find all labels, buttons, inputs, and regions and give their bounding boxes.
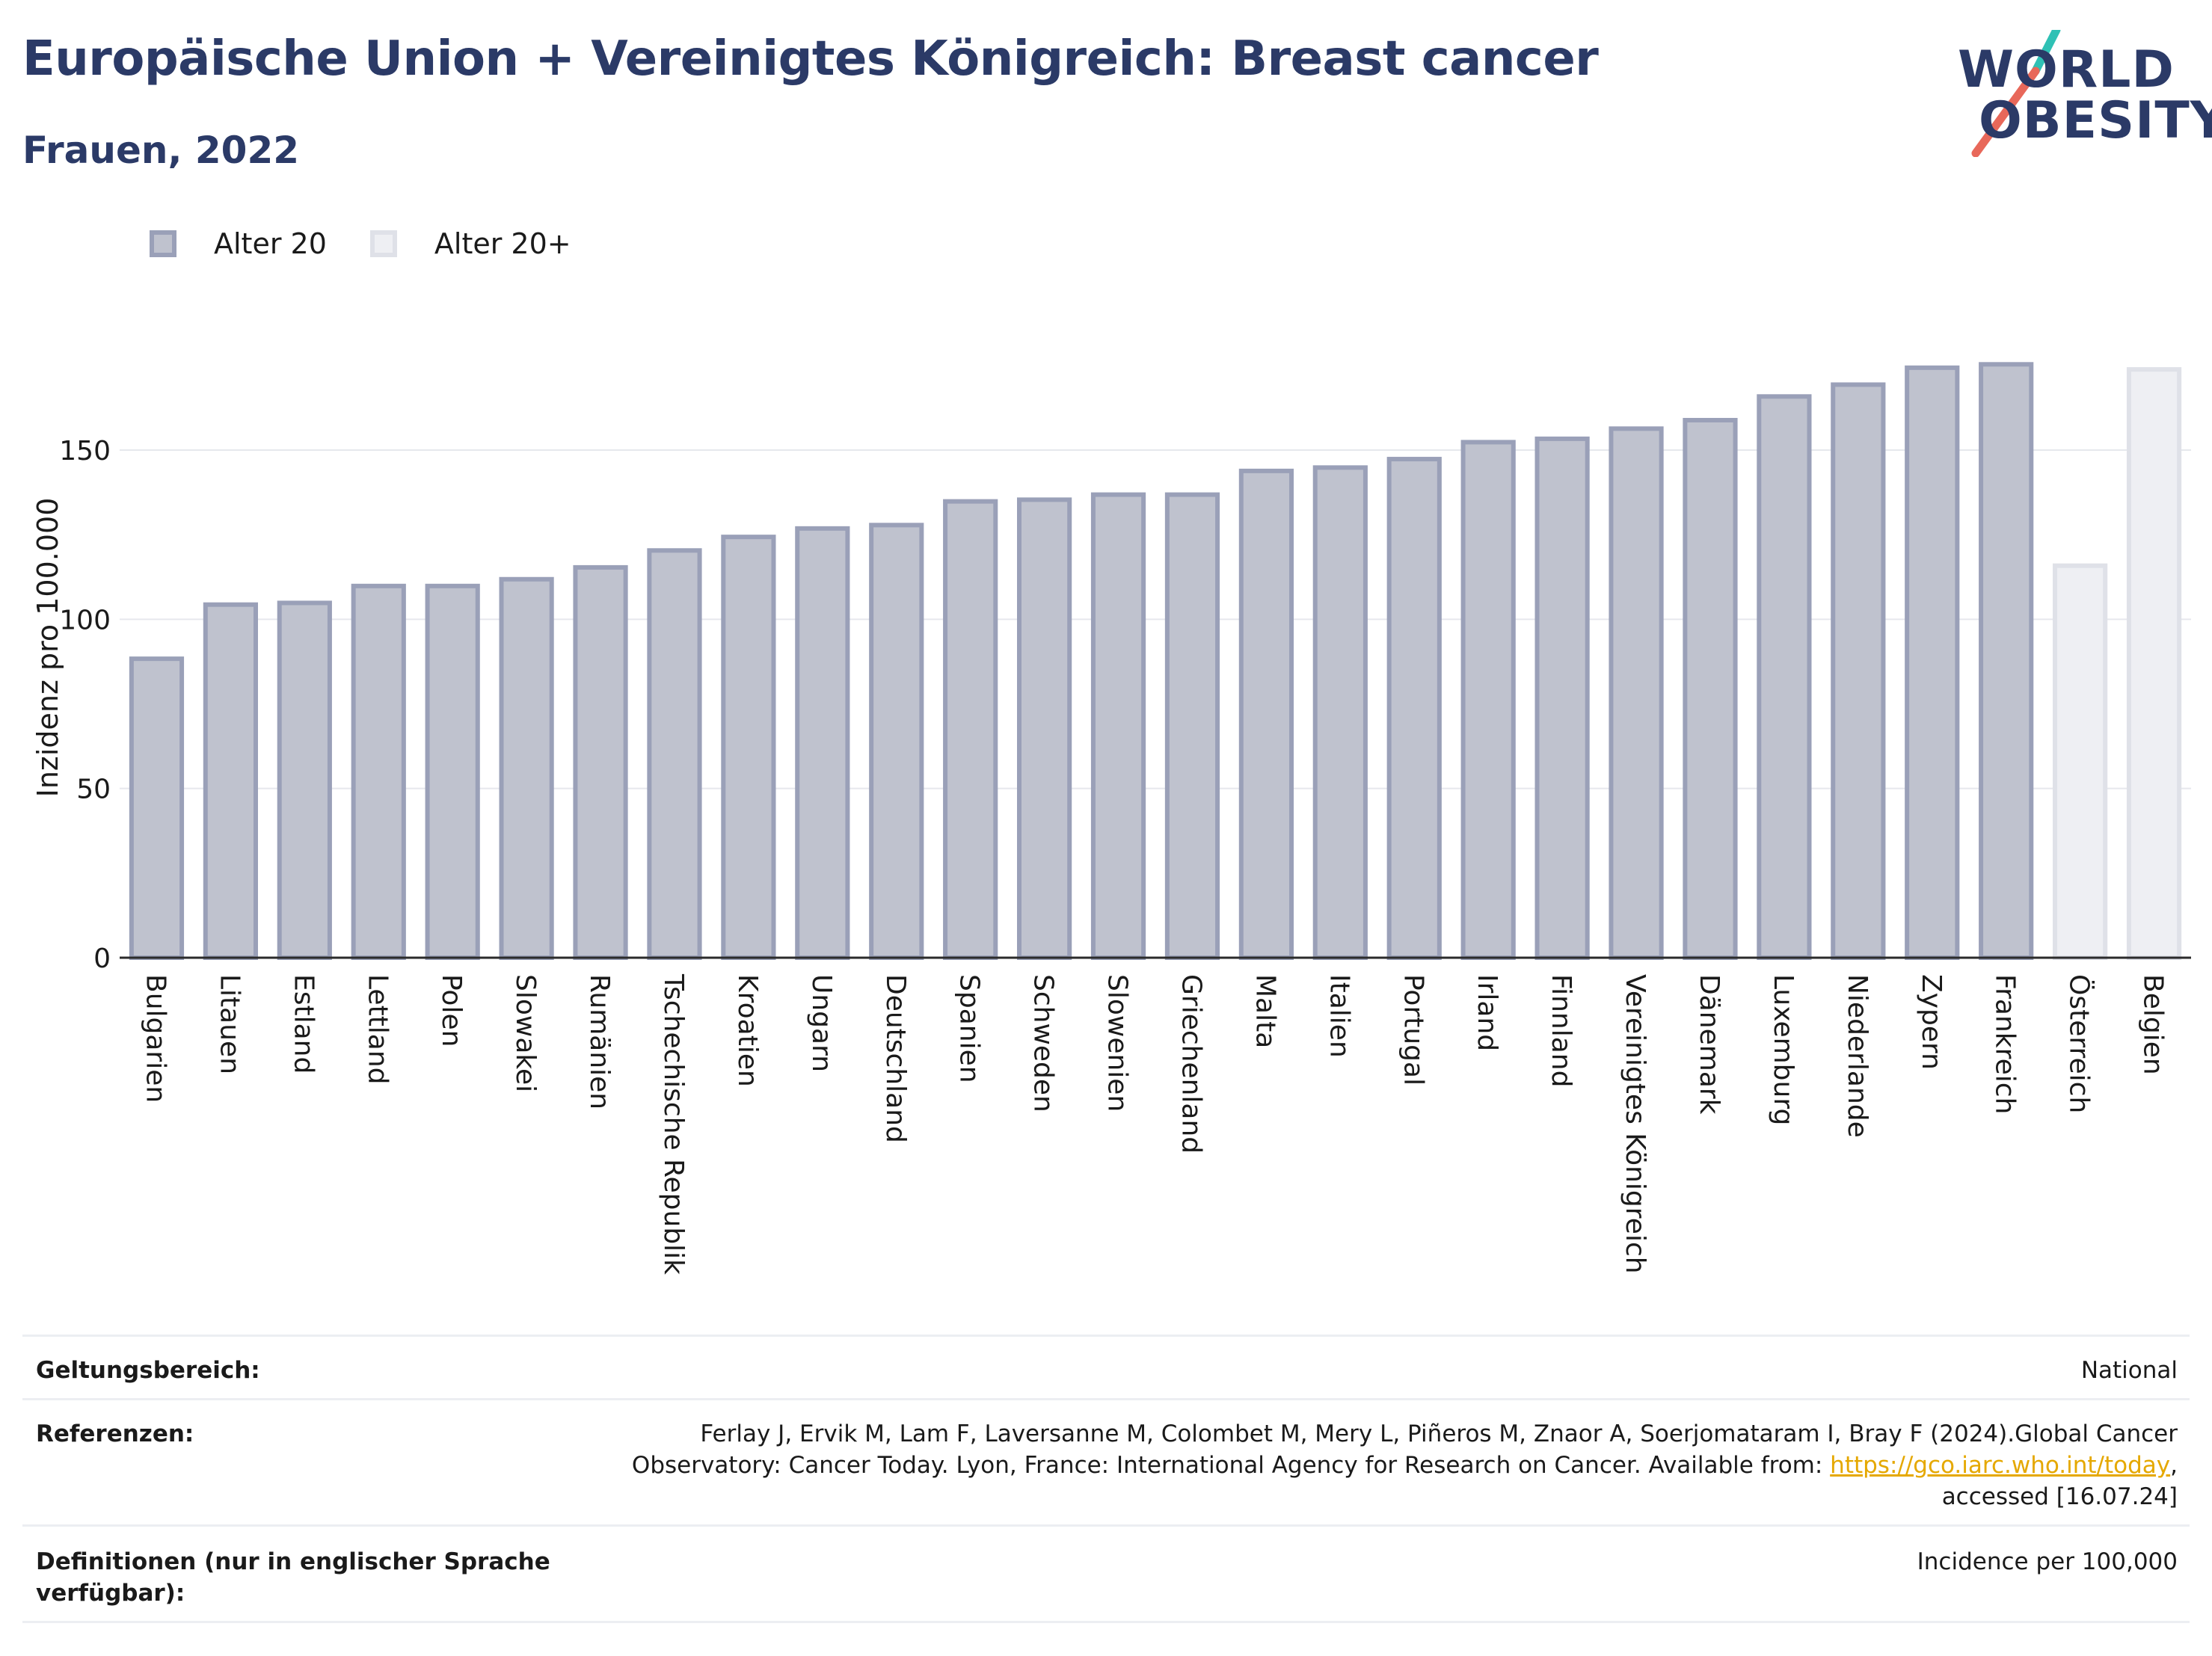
bar bbox=[1609, 426, 1664, 960]
bar bbox=[2053, 563, 2108, 961]
chart-subtitle: Frauen, 2022 bbox=[22, 129, 300, 172]
x-tick-label: Slowakei bbox=[510, 974, 541, 1092]
chart-legend: Alter 20 Alter 20+ bbox=[150, 223, 615, 265]
footer-value: National bbox=[2080, 1357, 2178, 1384]
bar bbox=[647, 548, 702, 961]
bar bbox=[499, 576, 554, 960]
legend-label: Alter 20 bbox=[214, 227, 327, 260]
y-tick-label: 0 bbox=[93, 944, 111, 974]
x-tick-label: Frankreich bbox=[1990, 974, 2021, 1114]
footer-value: Incidence per 100,000 bbox=[1917, 1548, 2178, 1575]
bar bbox=[2126, 367, 2182, 960]
bar bbox=[1831, 382, 1886, 960]
reference-accessed: , accessed [16.07.24] bbox=[1941, 1452, 2178, 1510]
bar bbox=[795, 526, 850, 961]
bar bbox=[1017, 497, 1072, 960]
bar bbox=[1312, 465, 1368, 960]
x-tick-label: Italien bbox=[1324, 974, 1354, 1058]
legend-item-alter-20[interactable]: Alter 20 bbox=[150, 227, 327, 260]
footer-row-references: Referenzen: Ferlay J, Ervik M, Lam F, La… bbox=[22, 1398, 2190, 1524]
footer-label: Definitionen (nur in englischer Sprache … bbox=[36, 1548, 550, 1607]
legend-label: Alter 20+ bbox=[434, 227, 571, 260]
x-tick-label: Dänemark bbox=[1694, 974, 1724, 1115]
logo-slash-icon bbox=[1971, 30, 2061, 157]
x-tick-label: Spanien bbox=[954, 974, 985, 1083]
x-tick-label: Belgien bbox=[2138, 974, 2169, 1075]
x-tick-label: Slowenien bbox=[1102, 974, 1133, 1112]
x-tick-label: Zypern bbox=[1916, 974, 1947, 1070]
x-tick-label: Deutschland bbox=[880, 974, 911, 1143]
x-tick-label: Malta bbox=[1250, 974, 1280, 1048]
bar bbox=[1757, 394, 1812, 960]
bar bbox=[351, 583, 406, 960]
x-tick-label: Rumänien bbox=[584, 974, 615, 1109]
footer-label: Geltungsbereich: bbox=[36, 1357, 260, 1384]
x-tick-label: Vereinigtes Königreich bbox=[1620, 974, 1650, 1274]
x-tick-label: Österreich bbox=[2064, 974, 2095, 1113]
footer-label: Referenzen: bbox=[36, 1420, 194, 1447]
logo-text-world: WORLD bbox=[1958, 40, 2175, 99]
chart-footer: Geltungsbereich: National Referenzen: Fe… bbox=[22, 1335, 2190, 1623]
x-tick-label: Ungarn bbox=[806, 974, 837, 1072]
bar bbox=[1979, 362, 2034, 961]
bar bbox=[1683, 417, 1738, 961]
reference-link[interactable]: https://gco.iarc.who.int/today bbox=[1830, 1452, 2171, 1479]
x-tick-label: Estland bbox=[288, 974, 319, 1074]
footer-row-definitions: Definitionen (nur in englischer Sprache … bbox=[22, 1524, 2190, 1623]
bar bbox=[1238, 468, 1294, 960]
y-axis-title: Inzidenz pro 100.000 bbox=[31, 498, 64, 798]
y-tick-label: 100 bbox=[59, 605, 111, 635]
x-tick-label: Luxemburg bbox=[1768, 974, 1798, 1125]
x-tick-label: Finnland bbox=[1546, 974, 1576, 1087]
bar bbox=[721, 535, 776, 960]
legend-swatch-dark bbox=[150, 230, 176, 257]
bar bbox=[869, 523, 924, 961]
x-tick-label: Schweden bbox=[1028, 974, 1059, 1112]
bar bbox=[943, 499, 998, 960]
y-tick-label: 50 bbox=[76, 775, 111, 805]
y-tick-label: 150 bbox=[59, 436, 111, 467]
x-tick-label: Lettland bbox=[362, 974, 393, 1085]
reference-text: Ferlay J, Ervik M, Lam F, Laversanne M, … bbox=[631, 1420, 2178, 1479]
x-tick-label: Kroatien bbox=[732, 974, 763, 1087]
bar bbox=[1905, 365, 1960, 961]
x-tick-label: Irland bbox=[1472, 974, 1502, 1051]
bars bbox=[129, 362, 2182, 961]
bar-chart: 0 50 100 150 Bulgarien Litauen Estland Lettlan… bbox=[31, 362, 2191, 1275]
bar bbox=[277, 600, 332, 960]
footer-value: Ferlay J, Ervik M, Lam F, Laversanne M, … bbox=[592, 1418, 2190, 1512]
bar bbox=[1534, 436, 1590, 961]
bar bbox=[203, 602, 258, 960]
x-tick-label: Griechenland bbox=[1176, 974, 1206, 1154]
x-tick-label: Portugal bbox=[1398, 974, 1428, 1086]
legend-swatch-light bbox=[369, 230, 397, 257]
legend-item-alter-20-plus[interactable]: Alter 20+ bbox=[369, 227, 571, 260]
bar bbox=[1386, 457, 1442, 960]
x-tick-label: Litauen bbox=[214, 974, 245, 1074]
x-tick-label: Polen bbox=[436, 974, 467, 1047]
y-axis: 0 50 100 150 bbox=[59, 436, 111, 974]
x-tick-label: Tschechische Republik bbox=[658, 973, 689, 1275]
footer-row-scope: Geltungsbereich: National bbox=[22, 1335, 2190, 1398]
bar bbox=[129, 656, 185, 960]
chart-title: Europäische Union + Vereinigtes Königrei… bbox=[22, 31, 1599, 87]
bar bbox=[425, 583, 480, 960]
x-axis: Bulgarien Litauen Estland Lettland Polen Slow… bbox=[120, 956, 2191, 1275]
bar bbox=[1164, 492, 1220, 961]
bar bbox=[1090, 492, 1146, 961]
world-obesity-logo[interactable]: WORLD OBESITY bbox=[1952, 30, 2212, 157]
x-tick-label: Niederlande bbox=[1842, 974, 1872, 1138]
bar bbox=[573, 564, 628, 960]
logo-text-obesity: OBESITY bbox=[1979, 91, 2212, 150]
x-tick-label: Bulgarien bbox=[140, 974, 170, 1103]
bar bbox=[1460, 440, 1516, 961]
